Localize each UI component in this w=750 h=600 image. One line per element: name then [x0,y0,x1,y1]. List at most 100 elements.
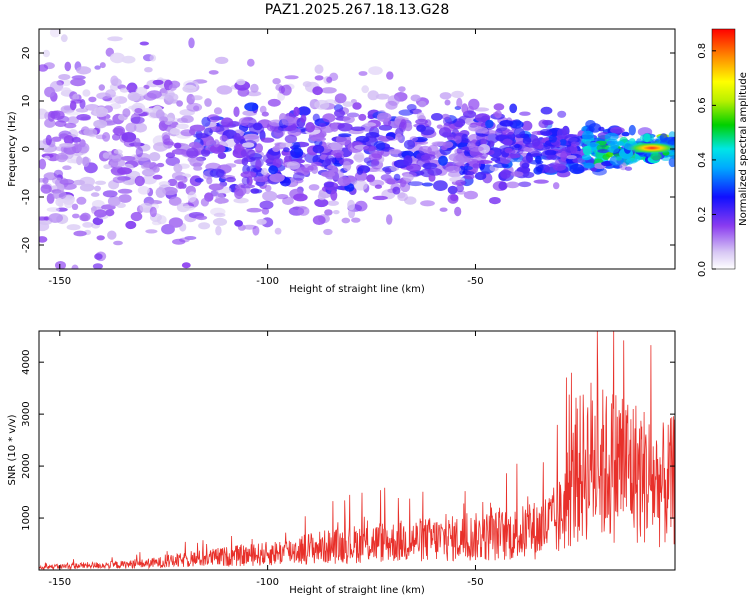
heatmap-cell [384,167,392,175]
heatmap-cell [42,49,51,58]
heatmap-cell [493,163,509,168]
heatmap-cell [82,222,94,228]
heatmap-cell [535,162,544,173]
colorbar-tick-label: 0.4 [697,152,708,168]
heatmap-cell [314,64,324,74]
heatmap-cell [418,100,427,108]
heatmap-cell [522,136,532,145]
heatmap-cell [272,146,280,152]
heatmap-cell [149,206,157,218]
heatmap-cell [103,164,112,170]
top-ytick-label: 0 [21,146,32,152]
heatmap-cell [493,103,505,111]
heatmap-cell [255,143,263,153]
heatmap-cell [60,34,68,43]
heatmap-cell [240,148,256,159]
heatmap-cell [474,171,487,181]
heatmap-cell [409,136,419,142]
heatmap-cell [337,122,353,132]
heatmap-cell [63,122,77,129]
heatmap-cell [463,173,475,180]
heatmap-cell [78,142,90,154]
heatmap-cell [186,102,203,112]
heatmap-cell [155,109,165,119]
heatmap-cell [44,86,56,98]
heatmap-cell [235,184,242,189]
heatmap-cell [206,176,213,185]
heatmap-cell [259,200,274,210]
heatmap-cell [247,58,255,67]
bottom-x-axis: -150 -100 -50 [48,331,484,588]
heatmap-cell [566,155,577,160]
bottom-ytick-label: 4000 [21,349,32,374]
heatmap-cell [337,176,351,187]
heatmap-cell [168,217,183,228]
heatmap-cell [63,135,74,145]
heatmap-cell [208,183,224,191]
heatmap-cell [540,106,553,115]
heatmap-cell [621,131,630,137]
heatmap-cell [193,166,203,171]
heatmap-cell [113,240,123,246]
heatmap-cell [453,154,465,166]
heatmap-cell [314,198,329,208]
heatmap-cell [195,215,208,221]
heatmap-cell [168,196,182,206]
heatmap-cell [406,163,422,172]
heatmap-cell [386,214,393,225]
heatmap-cell [156,162,165,168]
heatmap-cell [284,134,298,144]
heatmap-cell [402,173,414,182]
heatmap-cell [105,209,115,217]
bottom-ytick-label: 3000 [21,401,32,426]
heatmap-cell [539,128,552,136]
heatmap-cell [225,176,236,183]
heatmap-cell [268,165,279,175]
heatmap-cell [108,153,122,163]
heatmap-cell [236,78,246,86]
heatmap-cell [581,154,592,161]
heatmap-cell [39,64,49,72]
heatmap-cell [62,165,72,170]
heatmap-cell [286,161,301,170]
heatmap-cell [54,120,67,127]
heatmap-cell [314,99,330,110]
heatmap-cell [334,109,345,118]
heatmap-cell [191,95,203,101]
top-y-axis: 20 10 0 -10 -20 [21,47,675,253]
heatmap-cell [338,133,352,138]
heatmap-cell [553,182,560,190]
bottom-ytick-label: 1000 [21,505,32,530]
heatmap-cell [102,190,118,198]
heatmap-cell [181,262,191,269]
heatmap-cell [272,158,282,168]
heatmap-cell [55,152,68,163]
heatmap-cell [122,108,131,118]
heatmap-cell [293,193,308,202]
heatmap-cell [48,213,63,223]
heatmap-cell [582,130,594,141]
heatmap-cell [79,214,89,222]
heatmap-cell [352,102,362,110]
heatmap-cell [499,120,514,127]
heatmap-cell [333,152,343,159]
heatmap-cell [333,210,340,215]
heatmap-cell [66,159,79,164]
heatmap-cell [76,66,92,75]
heatmap-cell [602,154,610,160]
heatmap-cell [215,225,222,236]
heatmap-cell [456,184,464,193]
heatmap-cell [94,185,101,192]
heatmap-cell [152,79,164,85]
heatmap-cell [163,141,175,146]
bottom-ytick-label: 2000 [21,453,32,478]
heatmap-cell [445,165,462,173]
heatmap-cell [297,106,311,116]
heatmap-cell [94,253,103,260]
heatmap-cell [267,98,281,107]
colorbar-tick-label: 0.2 [697,207,708,223]
heatmap-cell [418,145,432,155]
heatmap-cell [626,158,638,164]
heatmap-cell [506,181,520,189]
top-xtick-label: -150 [48,276,71,287]
